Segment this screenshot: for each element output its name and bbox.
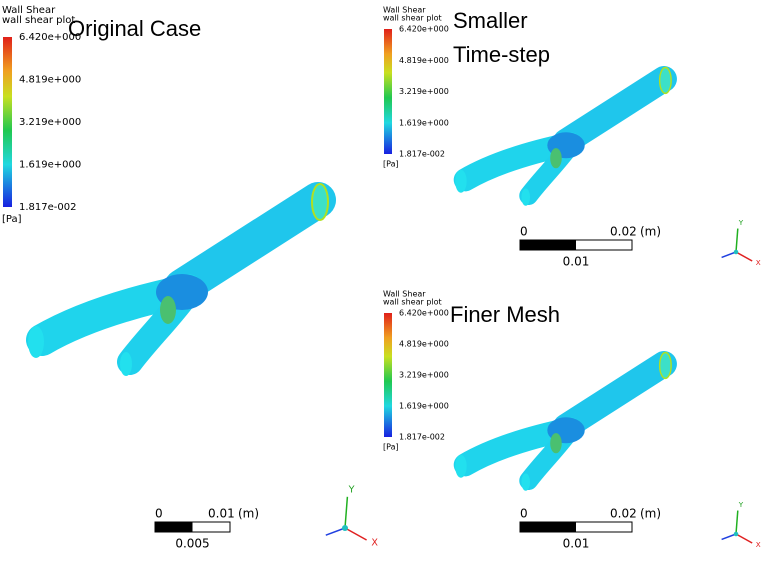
axis-z (325, 527, 346, 536)
legend-label: 6.420e+000 (399, 25, 449, 34)
legend-label: 4.819e+000 (399, 340, 449, 349)
scale-bar-fill (520, 240, 576, 250)
legend-label: 3.219e+000 (399, 371, 449, 380)
scale-sublabel: 0.01 (563, 537, 590, 551)
legend-label: 1.619e+000 (19, 160, 81, 171)
legend-label: 1.817e-002 (399, 433, 445, 442)
legend-label: 6.420e+000 (399, 309, 449, 318)
axis-label: X (371, 537, 378, 548)
legend-subtitle: wall shear plot (383, 298, 442, 307)
scale-bar-fill (520, 522, 576, 532)
legend-title: Wall Shear (383, 6, 426, 15)
legend-label: 6.420e+000 (19, 32, 81, 43)
legend-label: 3.219e+000 (19, 117, 81, 128)
axis-z (721, 533, 737, 541)
axis-label: Y (738, 218, 744, 227)
legend-label: 1.817e-002 (19, 202, 76, 213)
color-bar (384, 29, 392, 154)
axis-x (735, 251, 753, 262)
legend-subtitle: wall shear plot (383, 14, 442, 23)
panel-title: Smaller (453, 8, 528, 33)
scale-label: (m) (238, 507, 259, 521)
legend-unit: [Pa] (383, 443, 399, 452)
axis-origin (733, 531, 739, 537)
scale-label: 0.01 (208, 507, 235, 521)
axis-origin (342, 525, 348, 531)
vessel (455, 352, 671, 490)
scale-label: 0.02 (610, 507, 637, 521)
color-bar (3, 37, 12, 207)
legend-label: 1.619e+000 (399, 118, 449, 127)
scale-sublabel: 0.01 (563, 255, 590, 269)
legend-label: 1.817e-002 (399, 150, 445, 159)
legend-title: Wall Shear (2, 5, 56, 16)
legend-label: 3.219e+000 (399, 87, 449, 96)
scale-label: (m) (640, 225, 661, 239)
panel-title: Finer Mesh (450, 302, 560, 327)
axis-label: Y (738, 500, 744, 509)
panel-title: Original Case (68, 16, 201, 41)
legend-subtitle: wall shear plot (2, 15, 75, 26)
axis-label: Y (348, 485, 355, 496)
scale-sublabel: 0.005 (175, 537, 209, 551)
panel-title: Time-step (453, 42, 550, 67)
scale-label: 0 (520, 225, 528, 239)
scale-bar-fill (155, 522, 193, 532)
axis-origin (733, 249, 739, 255)
legend-unit: [Pa] (383, 160, 399, 169)
legend-label: 1.619e+000 (399, 402, 449, 411)
axis-z (721, 251, 737, 259)
axis-x (344, 527, 367, 541)
axis-y (735, 510, 739, 535)
scale-label: 0.02 (610, 225, 637, 239)
scale-label: 0 (155, 507, 163, 521)
scale-label: 0 (520, 507, 528, 521)
axis-label: X (756, 540, 761, 549)
legend-unit: [Pa] (2, 214, 22, 225)
axis-y (344, 496, 349, 529)
axis-label: X (756, 258, 761, 267)
scale-label: (m) (640, 507, 661, 521)
legend-title: Wall Shear (383, 290, 426, 299)
color-bar (384, 313, 392, 437)
axis-x (735, 533, 753, 544)
legend-label: 4.819e+000 (399, 56, 449, 65)
axis-y (735, 228, 739, 253)
legend-label: 4.819e+000 (19, 75, 81, 86)
vessel (455, 67, 671, 205)
